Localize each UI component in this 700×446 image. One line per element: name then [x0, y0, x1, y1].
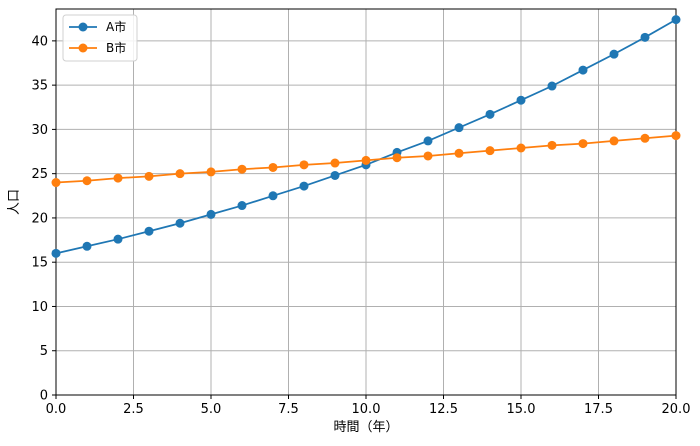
y-axis-label: 人口 [7, 189, 22, 215]
y-tick-label: 15 [31, 256, 48, 271]
x-tick-label: 20.0 [662, 402, 691, 417]
data-point [423, 151, 433, 161]
data-point [206, 167, 216, 177]
x-tick-label: 15.0 [507, 402, 536, 417]
x-tick-label: 12.5 [429, 402, 458, 417]
data-point [82, 176, 92, 186]
x-tick-label: 10.0 [352, 402, 381, 417]
legend-marker [78, 43, 88, 53]
data-point [671, 131, 681, 141]
data-point [454, 148, 464, 158]
grid [55, 9, 677, 396]
x-tick-label: 17.5 [584, 402, 613, 417]
series-b [51, 131, 681, 188]
data-point [671, 15, 681, 25]
data-point [609, 49, 619, 59]
data-point [330, 170, 340, 180]
data-point [144, 226, 154, 236]
data-point [578, 139, 588, 149]
x-axis-label: 時間（年） [333, 420, 398, 435]
legend-marker [78, 22, 88, 32]
legend: A市 B市 [62, 14, 138, 62]
data-point [485, 146, 495, 156]
y-tick-label: 35 [31, 79, 48, 94]
data-point [485, 109, 495, 119]
x-tick-label: 7.5 [278, 402, 299, 417]
data-point [516, 95, 526, 105]
legend-label: A市 [106, 19, 126, 34]
data-point [392, 153, 402, 163]
data-point [113, 173, 123, 183]
data-point [237, 201, 247, 211]
data-point [578, 65, 588, 75]
data-point [51, 178, 61, 188]
y-tick-label: 0 [40, 389, 48, 404]
data-point [299, 181, 309, 191]
data-point [82, 241, 92, 251]
data-point [299, 160, 309, 170]
data-point [423, 136, 433, 146]
data-point [113, 234, 123, 244]
data-point [454, 123, 464, 133]
data-point [144, 171, 154, 181]
series [51, 15, 681, 258]
y-tick-label: 40 [31, 34, 48, 49]
data-point [175, 169, 185, 179]
data-point [206, 209, 216, 219]
data-point [547, 140, 557, 150]
data-point [609, 136, 619, 146]
x-tick-label: 5.0 [201, 402, 222, 417]
data-point [268, 191, 278, 201]
data-point [51, 248, 61, 258]
data-point [640, 133, 650, 143]
legend-item: A市 [69, 19, 126, 34]
data-point [547, 81, 557, 91]
y-tick-label: 30 [31, 123, 48, 138]
x-tick-label: 0.0 [46, 402, 67, 417]
data-point [330, 158, 340, 168]
y-tick-label: 20 [31, 211, 48, 226]
legend-label: B市 [106, 40, 126, 55]
y-tick-label: 25 [31, 167, 48, 182]
data-point [175, 218, 185, 228]
legend-item: B市 [69, 40, 126, 55]
x-tick-label: 2.5 [123, 402, 144, 417]
y-tick-label: 10 [31, 300, 48, 315]
data-point [237, 164, 247, 174]
data-point [640, 32, 650, 42]
y-tick-label: 5 [40, 344, 48, 359]
data-point [268, 162, 278, 172]
axis-ticks: 0.0 2.5 5.0 7.5 10.0 12.5 15.0 17.5 20.0 0 5 10 15 20… [31, 34, 690, 417]
data-point [361, 155, 371, 165]
data-point [516, 143, 526, 153]
